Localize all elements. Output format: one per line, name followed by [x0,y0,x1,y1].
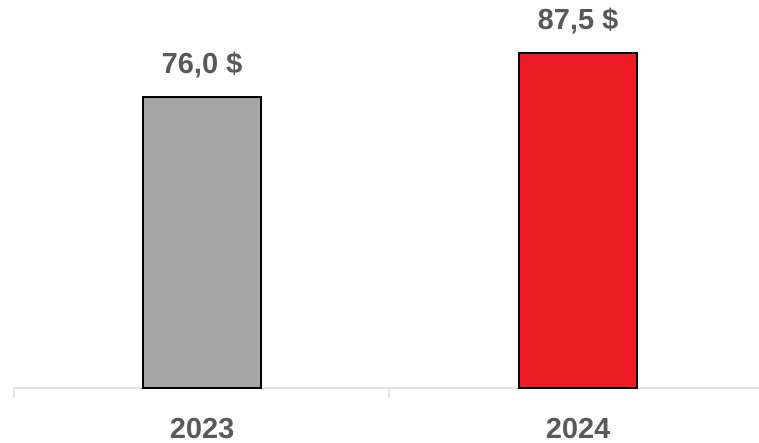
bar-2024 [518,52,638,389]
value-labels-group: 76,0 $ 87,5 $ [162,4,619,80]
x-axis [13,387,759,398]
value-label-2024: 87,5 $ [538,4,619,36]
category-labels-group: 2023 2024 [170,413,611,443]
bar-2023 [142,96,262,390]
category-label-2023: 2023 [170,413,235,443]
value-label-2023: 76,0 $ [162,48,243,80]
bars-group [142,52,638,390]
category-label-2024: 2024 [546,413,611,443]
